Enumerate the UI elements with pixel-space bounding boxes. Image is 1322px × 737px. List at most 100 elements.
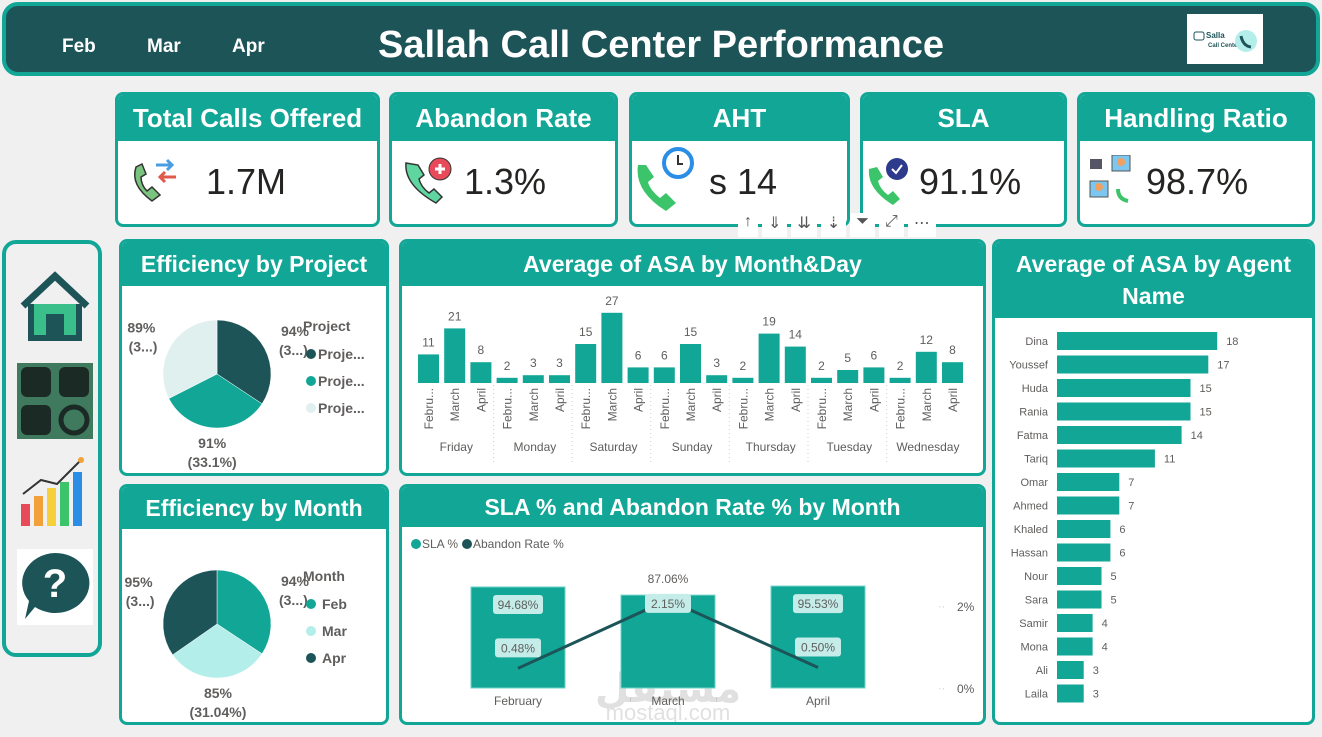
home-icon[interactable] [17, 268, 93, 344]
bar [575, 344, 597, 383]
bar-data-label: 17 [1217, 360, 1229, 372]
group-label: Friday [440, 440, 473, 454]
sla-data-label: 94.68% [498, 598, 539, 612]
x-tick-label: April [806, 694, 830, 708]
bar [811, 377, 832, 383]
agent-bar [1057, 426, 1182, 444]
x-tick-label: March [684, 388, 698, 421]
efficiency-by-project-panel: Efficiency by Project 94% (3...) 91% (33.1%… [119, 239, 389, 476]
month-slicer-apr[interactable]: Apr [232, 36, 265, 57]
group-label: Monday [514, 440, 557, 454]
bar-chart-icon[interactable] [17, 454, 93, 530]
x-tick-label: Febru... [894, 388, 908, 429]
bar-data-label: 3 [530, 356, 537, 370]
x-tick-label: March [763, 388, 777, 421]
agents-network-icon [1089, 155, 1131, 203]
legend-item: Abandon Rate % [473, 537, 564, 551]
month-slicer-mar[interactable]: Mar [147, 36, 181, 57]
y-tick-label: Khaled [1014, 524, 1048, 536]
x-tick-label: April [789, 388, 803, 412]
kpi-value: 1.7M [206, 161, 287, 202]
drill-down-button[interactable]: ⇓ [762, 213, 788, 237]
abandon-data-label: 0.50% [801, 641, 835, 655]
group-label: Sunday [672, 440, 713, 454]
watermark: mostaql.com [606, 700, 731, 722]
bar [496, 377, 518, 383]
logo-phone-icon: Salla Call Center [1193, 30, 1257, 52]
y-tick-label: Sara [1025, 595, 1049, 607]
legend-marker [306, 403, 316, 413]
x-tick-label: March [920, 388, 934, 421]
bar [418, 354, 439, 383]
agent-bar [1057, 684, 1084, 703]
filter-icon[interactable]: ⏷ [850, 213, 876, 237]
asa-by-agent-panel: Average of ASA by Agent Name Dina 18 Youss… [992, 239, 1315, 725]
bar-data-label: 7 [1128, 501, 1134, 513]
x-tick-label: March [841, 388, 855, 421]
legend-marker [306, 626, 316, 636]
x-tick-label: March [448, 388, 462, 421]
month-slicer-feb[interactable]: Feb [62, 36, 96, 57]
navigation-sidebar: ? [2, 240, 102, 657]
data-label-box [795, 637, 841, 657]
legend-item: Proje... [318, 400, 365, 416]
bar-data-label: 6 [1119, 548, 1125, 560]
pie-data-label: (3...) [279, 342, 308, 358]
pie-data-label: 85% [204, 685, 233, 701]
bar-data-label: 5 [844, 351, 851, 365]
pie-data-label: (3...) [279, 592, 308, 608]
x-tick-label: Febru... [658, 388, 672, 429]
y-tick-label: Tariq [1024, 454, 1048, 466]
panel-title: Efficiency by Month [122, 487, 386, 529]
bar-data-label: 7 [1128, 477, 1134, 489]
go-next-level-button[interactable]: ⇣ [820, 213, 847, 237]
expand-next-level-button[interactable]: ⇊ [791, 213, 817, 237]
page-title: Sallah Call Center Performance [378, 24, 944, 66]
x-tick-label: April [867, 388, 881, 412]
kpi-total-calls: Total Calls Offered 1.7M [115, 92, 380, 227]
sla-abandon-panel: SLA % and Abandon Rate % by Month SLA % A… [399, 484, 986, 725]
drill-up-button[interactable]: ↑ [738, 213, 758, 237]
agent-bar [1057, 402, 1191, 421]
asa-by-agent-chart: Dina 18 Youssef 17 Huda 15 Rania 15 Fatma 14 Tariq… [1009, 332, 1238, 703]
pie-data-label: 94% [281, 573, 310, 589]
phone-check-icon [868, 158, 908, 205]
bar [522, 375, 544, 383]
y-tick-label: Samir [1019, 618, 1048, 630]
x-tick-label: Febru... [736, 388, 750, 429]
agent-bar [1057, 379, 1191, 397]
group-label: Saturday [589, 440, 637, 454]
y-tick-label: Nour [1024, 571, 1048, 583]
bar [863, 367, 885, 383]
pie-slice [162, 319, 218, 399]
bar [444, 328, 466, 383]
legend-item: Apr [322, 650, 347, 666]
grid-icon[interactable] [17, 363, 93, 439]
bar-data-label: 8 [949, 343, 956, 357]
help-icon[interactable]: ? [17, 549, 93, 625]
bar-data-label: 6 [1119, 524, 1125, 536]
panel-title: Efficiency by Project [122, 242, 386, 286]
x-tick-label: Febru... [422, 388, 436, 429]
pie-slice [172, 623, 263, 679]
gridline-dots: ·· [938, 601, 945, 613]
agent-bar [1057, 590, 1102, 609]
bar [942, 362, 963, 383]
kpi-title: Total Calls Offered [118, 95, 377, 141]
bar-data-label: 12 [920, 333, 934, 347]
data-label-box [495, 638, 541, 658]
agent-bar [1057, 473, 1120, 491]
bar [470, 362, 492, 383]
group-label: Thursday [746, 440, 796, 454]
y-tick-label: Ali [1036, 665, 1048, 677]
svg-text:Call Center: Call Center [1208, 43, 1240, 49]
bar-data-label: 14 [789, 328, 803, 342]
bar-data-label: 15 [684, 325, 698, 339]
kpi-abandon-rate: Abandon Rate 1.3% [389, 92, 618, 227]
sla-abandon-chart: SLA % Abandon Rate %·· 2%·· 0%مستقلmostaql.… [411, 537, 975, 722]
bar [653, 367, 675, 383]
more-options-icon[interactable]: ⋯ [907, 213, 936, 237]
y-tick-label: Omar [1021, 477, 1049, 489]
bar [706, 375, 728, 383]
focus-mode-icon[interactable]: ⤢ [879, 213, 904, 237]
